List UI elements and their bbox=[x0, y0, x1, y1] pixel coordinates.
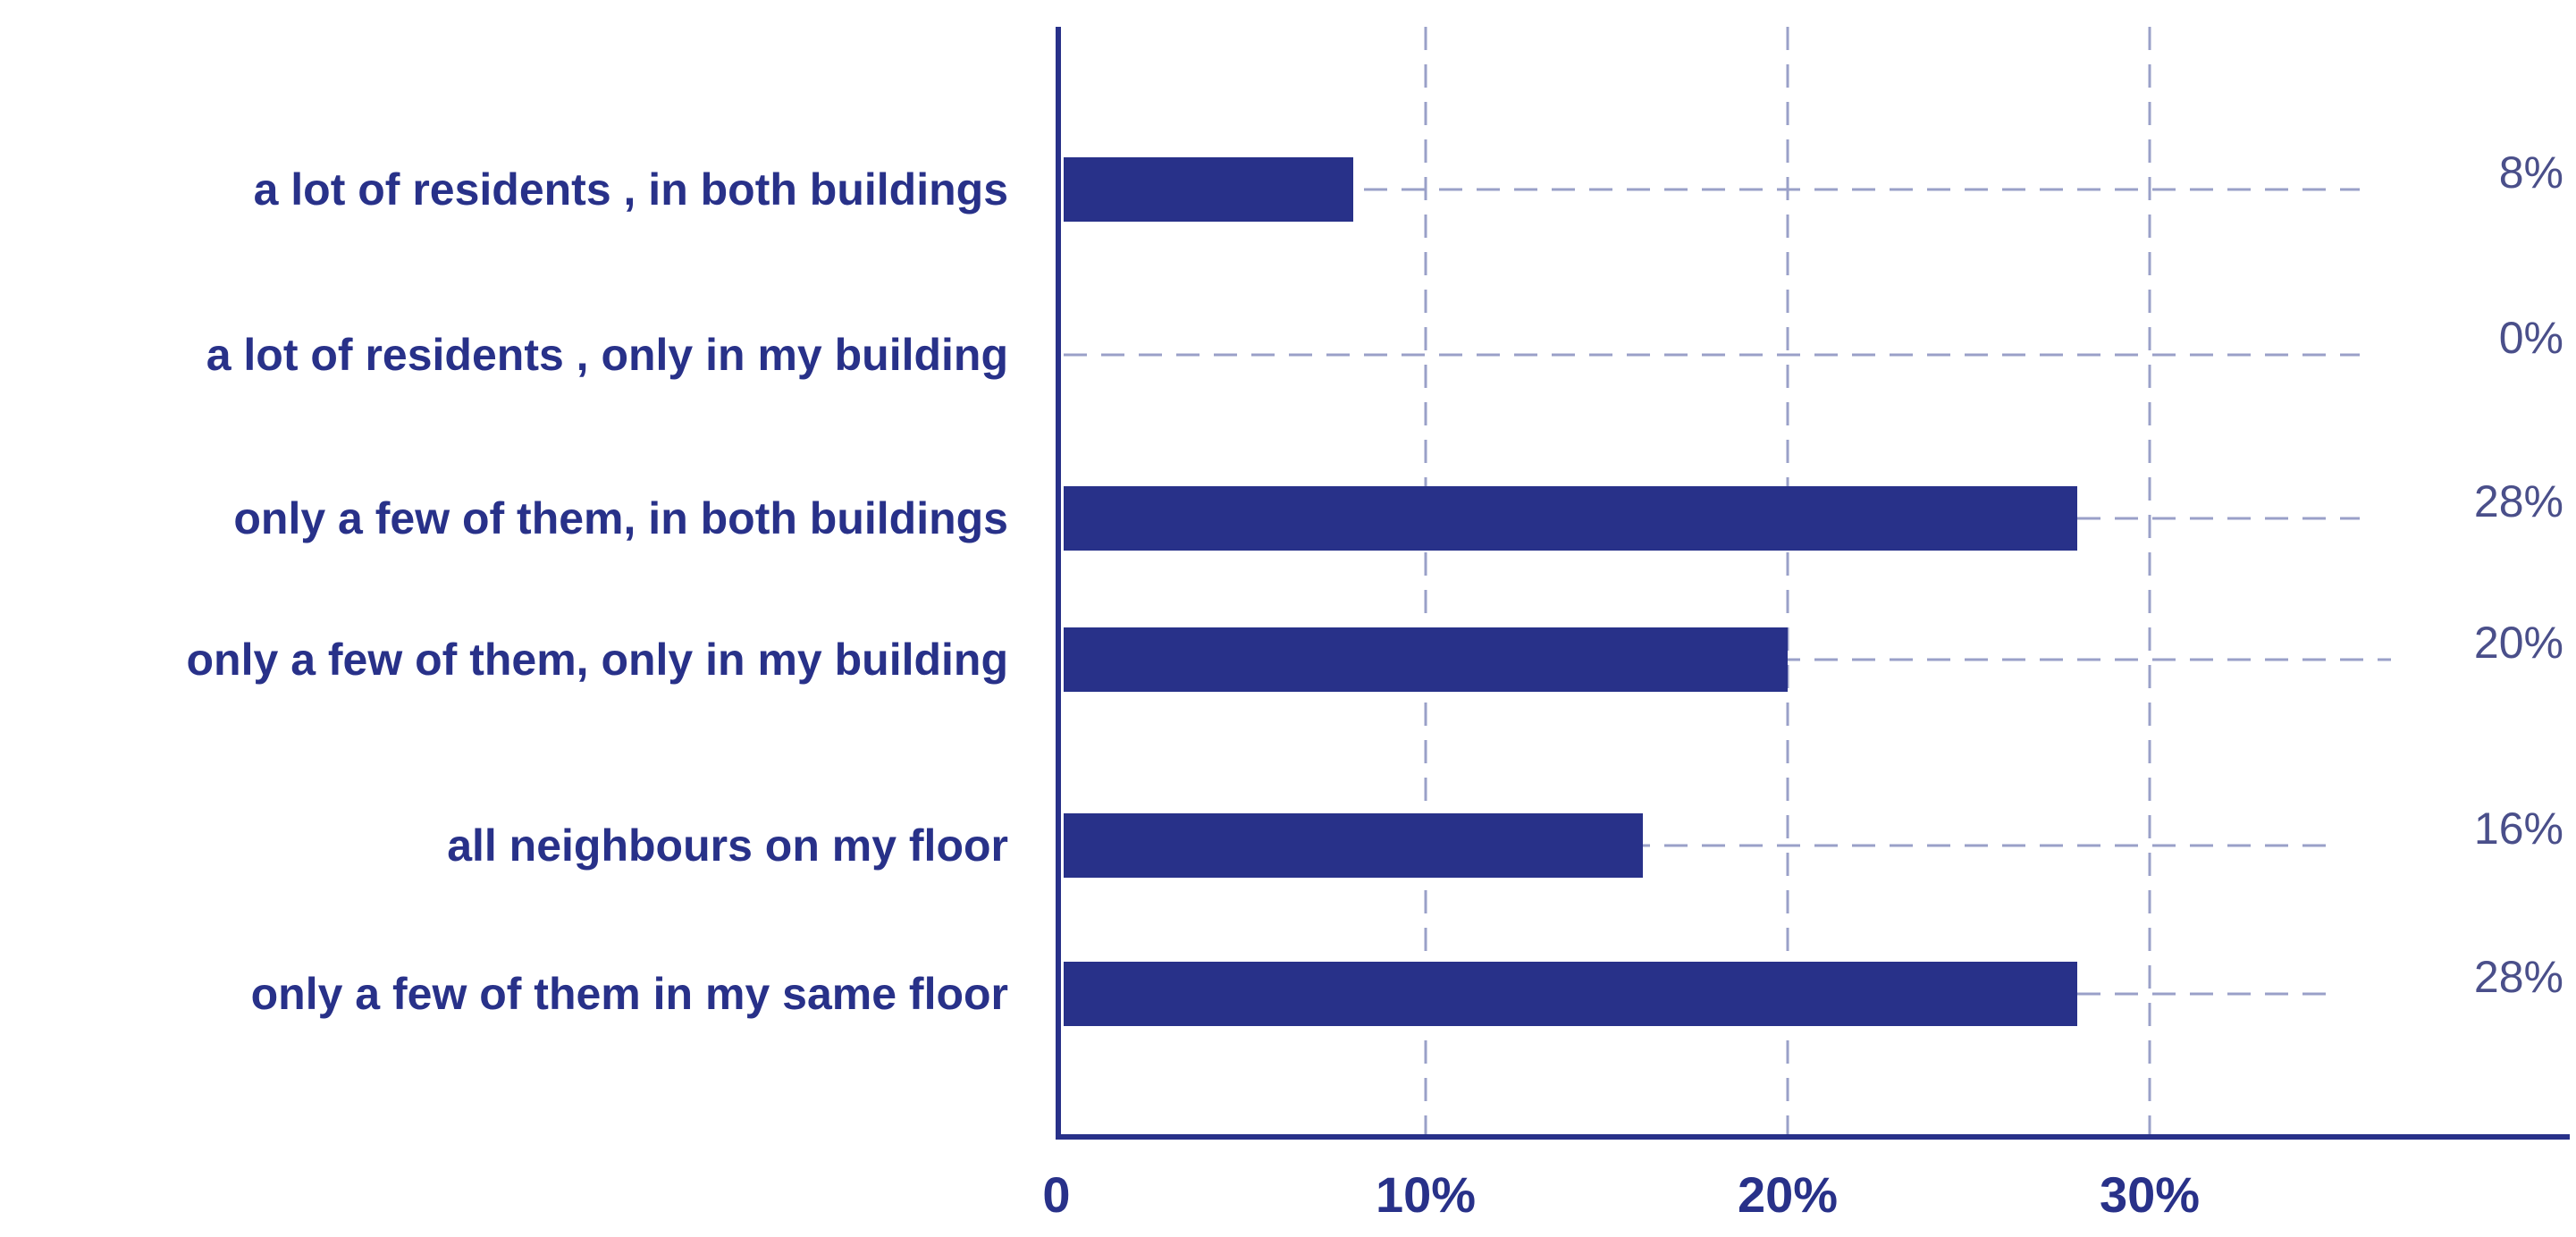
value-label: 8% bbox=[2499, 147, 2563, 198]
bar bbox=[1064, 486, 2077, 551]
x-tick-label: 10% bbox=[1376, 1166, 1476, 1223]
category-labels: a lot of residents , in both buildings a … bbox=[187, 164, 1008, 1019]
bars bbox=[1064, 157, 2077, 1026]
category-label: a lot of residents , in both buildings bbox=[254, 164, 1008, 215]
category-label: only a few of them in my same floor bbox=[251, 969, 1008, 1019]
bar bbox=[1064, 813, 1643, 878]
bar bbox=[1064, 962, 2077, 1026]
x-tick-label: 20% bbox=[1738, 1166, 1838, 1223]
bar bbox=[1064, 157, 1353, 222]
category-label: only a few of them, in both buildings bbox=[233, 493, 1008, 543]
x-tick-label: 0 bbox=[1042, 1166, 1070, 1223]
value-labels: 8% 0% 28% 20% 16% 28% bbox=[2474, 147, 2563, 1002]
x-tick-label: 30% bbox=[2100, 1166, 2200, 1223]
value-label: 28% bbox=[2474, 476, 2563, 526]
category-label: a lot of residents , only in my building bbox=[206, 330, 1008, 380]
value-label: 16% bbox=[2474, 804, 2563, 854]
value-label: 28% bbox=[2474, 952, 2563, 1002]
value-label: 20% bbox=[2474, 618, 2563, 668]
category-label: only a few of them, only in my building bbox=[187, 635, 1008, 685]
category-label: all neighbours on my floor bbox=[447, 820, 1008, 871]
value-label: 0% bbox=[2499, 313, 2563, 363]
x-tick-labels: 0 10% 20% 30% bbox=[1042, 1166, 2200, 1223]
axes bbox=[1056, 27, 2570, 1140]
bar bbox=[1064, 627, 1788, 692]
